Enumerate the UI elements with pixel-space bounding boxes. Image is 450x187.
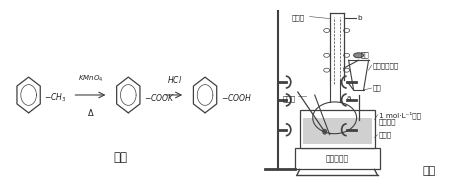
Ellipse shape bbox=[323, 129, 327, 134]
Ellipse shape bbox=[324, 28, 330, 33]
Text: 沸水浴: 沸水浴 bbox=[378, 131, 392, 138]
Text: 温度计: 温度计 bbox=[283, 95, 296, 102]
Text: 磁力搅拌器: 磁力搅拌器 bbox=[326, 154, 349, 163]
Text: $-COOH$: $-COOH$ bbox=[220, 92, 252, 103]
Text: 冷凝管: 冷凝管 bbox=[292, 15, 305, 21]
Text: 酸钾溶液: 酸钾溶液 bbox=[378, 119, 396, 125]
Ellipse shape bbox=[324, 68, 330, 72]
Bar bbox=[300, 110, 374, 148]
Ellipse shape bbox=[324, 53, 330, 57]
Ellipse shape bbox=[354, 53, 364, 58]
Text: $HCl$: $HCl$ bbox=[166, 74, 182, 85]
Text: $-CH_3$: $-CH_3$ bbox=[44, 92, 67, 104]
Text: 甲苯: 甲苯 bbox=[373, 85, 381, 91]
Text: 恒压滴液漏斗: 恒压滴液漏斗 bbox=[373, 62, 399, 68]
Ellipse shape bbox=[344, 53, 350, 57]
Text: 1 mol·L⁻¹高锰: 1 mol·L⁻¹高锰 bbox=[378, 111, 420, 119]
Text: 支管: 支管 bbox=[360, 52, 369, 58]
Text: $\Delta$: $\Delta$ bbox=[86, 107, 94, 118]
Bar bbox=[295, 148, 379, 169]
Text: $KMnO_4$: $KMnO_4$ bbox=[78, 74, 103, 84]
Text: $-COOK$: $-COOK$ bbox=[144, 92, 175, 103]
Bar bbox=[303, 118, 372, 144]
Text: 图乙: 图乙 bbox=[423, 166, 436, 176]
Text: 图甲: 图甲 bbox=[113, 151, 127, 164]
Ellipse shape bbox=[344, 28, 350, 33]
Ellipse shape bbox=[344, 68, 350, 72]
Text: a: a bbox=[346, 95, 351, 101]
Text: b: b bbox=[358, 15, 362, 21]
